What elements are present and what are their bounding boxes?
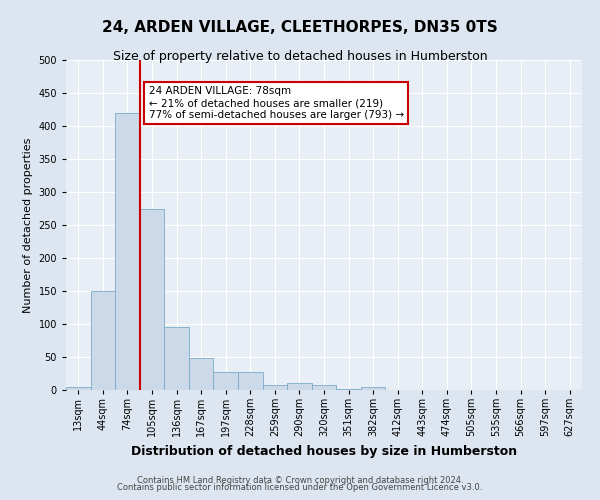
Y-axis label: Number of detached properties: Number of detached properties xyxy=(23,138,33,312)
Text: Contains public sector information licensed under the Open Government Licence v3: Contains public sector information licen… xyxy=(118,484,482,492)
Bar xyxy=(312,384,336,390)
Bar xyxy=(140,208,164,390)
Text: 24, ARDEN VILLAGE, CLEETHORPES, DN35 0TS: 24, ARDEN VILLAGE, CLEETHORPES, DN35 0TS xyxy=(102,20,498,35)
Text: 24 ARDEN VILLAGE: 78sqm
← 21% of detached houses are smaller (219)
77% of semi-d: 24 ARDEN VILLAGE: 78sqm ← 21% of detache… xyxy=(149,86,404,120)
Bar xyxy=(214,372,238,390)
Bar xyxy=(263,384,287,390)
Text: Contains HM Land Registry data © Crown copyright and database right 2024.: Contains HM Land Registry data © Crown c… xyxy=(137,476,463,485)
Bar xyxy=(238,372,263,390)
Bar xyxy=(66,386,91,390)
Bar xyxy=(189,358,214,390)
Bar xyxy=(115,113,140,390)
Bar xyxy=(287,384,312,390)
Bar xyxy=(91,291,115,390)
Text: Size of property relative to detached houses in Humberston: Size of property relative to detached ho… xyxy=(113,50,487,63)
Bar xyxy=(336,388,361,390)
Bar xyxy=(361,388,385,390)
X-axis label: Distribution of detached houses by size in Humberston: Distribution of detached houses by size … xyxy=(131,444,517,458)
Bar xyxy=(164,328,189,390)
